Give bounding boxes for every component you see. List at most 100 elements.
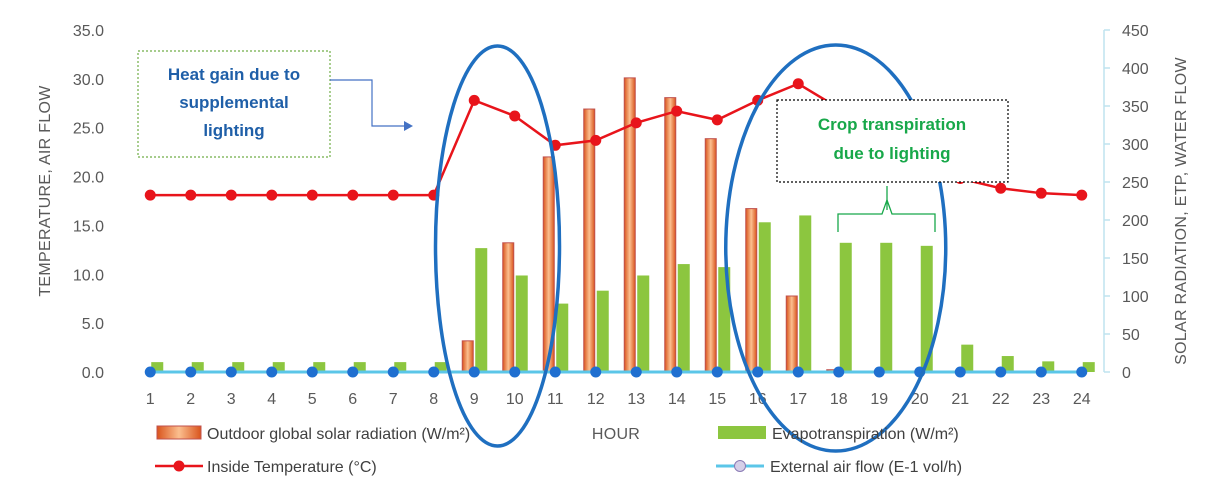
inside-temperature-point	[590, 134, 602, 146]
x-tick-label: 9	[470, 391, 479, 408]
external-air-flow-point	[1076, 366, 1088, 378]
x-tick-label: 21	[951, 391, 969, 408]
evapotranspiration-bar	[637, 275, 650, 372]
evapotranspiration-bar	[880, 242, 893, 372]
evapotranspiration-bar	[353, 362, 366, 372]
x-tick-label: 1	[146, 391, 155, 408]
y-right-tick-label: 200	[1122, 213, 1149, 230]
y-right-tick-label: 250	[1122, 175, 1149, 192]
evapotranspiration-bar	[556, 303, 569, 372]
x-tick-label: 22	[992, 391, 1010, 408]
solar-radiation-bar	[704, 138, 717, 373]
x-tick-label: 8	[429, 391, 438, 408]
external-air-flow-point	[671, 366, 683, 378]
y-left-tick-label: 10.0	[73, 267, 104, 284]
y-right-tick-label: 50	[1122, 327, 1140, 344]
x-tick-label: 16	[749, 391, 767, 408]
y-right-tick-label: 300	[1122, 137, 1149, 154]
evapotranspiration-bar	[272, 362, 285, 372]
inside-temperature-point	[387, 189, 399, 201]
evapotranspiration-bar	[1001, 356, 1014, 372]
solar-radiation-bar	[785, 295, 798, 373]
x-tick-label: 4	[267, 391, 276, 408]
external-air-flow-point	[833, 366, 845, 378]
y-right-tick-label: 150	[1122, 251, 1149, 268]
external-air-flow-point	[185, 366, 197, 378]
evapotranspiration-bar	[961, 344, 974, 372]
evapotranspiration-bar	[151, 362, 164, 372]
x-tick-label: 3	[227, 391, 236, 408]
evapotranspiration-bar	[232, 362, 245, 372]
heat-gain-callout-text: supplemental	[179, 93, 289, 112]
heat-gain-callout-box	[137, 50, 331, 158]
x-tick-label: 14	[668, 391, 686, 408]
inside-temperature-point	[1076, 189, 1088, 201]
x-tick-label: 2	[186, 391, 195, 408]
external-air-flow-point	[347, 366, 359, 378]
x-tick-label: 15	[708, 391, 726, 408]
external-air-flow-point	[468, 366, 480, 378]
evapotranspiration-bar	[313, 362, 326, 372]
inside-temperature-point	[144, 189, 156, 201]
inside-temperature-point	[306, 189, 318, 201]
inside-temperature-point	[792, 78, 804, 90]
solar-radiation-bar	[583, 108, 596, 373]
x-tick-label: 17	[789, 391, 807, 408]
evapotranspiration-bar	[596, 290, 609, 372]
legend-etp-swatch	[718, 426, 766, 439]
x-tick-label: 6	[348, 391, 357, 408]
evapotranspiration-bar	[394, 362, 407, 372]
y-left-axis-title: TEMPERATURE, AIR FLOW	[37, 85, 54, 297]
x-tick-label: 12	[587, 391, 605, 408]
y-right-tick-label: 350	[1122, 99, 1149, 116]
solar-radiation-bar	[745, 208, 758, 373]
external-air-flow-point	[995, 366, 1007, 378]
inside-temperature-point	[509, 110, 521, 122]
inside-temperature-point	[1035, 187, 1047, 199]
evapotranspiration-bar	[677, 264, 690, 372]
y-left-tick-label: 0.0	[82, 365, 104, 382]
inside-temperature-point	[185, 189, 197, 201]
evapotranspiration-bar	[758, 222, 771, 372]
y-right-tick-label: 100	[1122, 289, 1149, 306]
x-tick-label: 24	[1073, 391, 1091, 408]
inside-temperature-point	[347, 189, 359, 201]
x-tick-label: 19	[870, 391, 888, 408]
external-air-flow-point	[266, 366, 278, 378]
inside-temperature-point	[225, 189, 237, 201]
x-tick-label: 20	[911, 391, 929, 408]
crop-transpiration-callout-text: Crop transpiration	[818, 115, 966, 134]
y-right-tick-label: 400	[1122, 61, 1149, 78]
y-right-tick-label: 0	[1122, 365, 1131, 382]
inside-temperature-point	[630, 117, 642, 129]
y-right-axis-title: SOLAR RADIATION, ETP, WATER FLOW	[1173, 57, 1190, 365]
x-axis-title: HOUR	[592, 426, 640, 443]
solar-radiation-bar	[502, 242, 515, 373]
legend-air-label: External air flow (E-1 vol/h)	[770, 459, 962, 476]
solar-radiation-bar	[664, 97, 677, 373]
evapotranspiration-bar	[799, 215, 812, 372]
crop-transpiration-callout-box	[776, 99, 1009, 183]
external-air-flow-point	[509, 366, 521, 378]
x-tick-label: 7	[389, 391, 398, 408]
external-air-flow-point	[590, 366, 602, 378]
y-left-tick-label: 25.0	[73, 121, 104, 138]
external-air-flow-point	[306, 366, 318, 378]
external-air-flow-point	[954, 366, 966, 378]
inside-temperature-point	[671, 105, 683, 117]
evapotranspiration-bar	[475, 248, 488, 372]
inside-temperature-point	[468, 94, 480, 106]
evapotranspiration-bar	[434, 362, 447, 372]
external-air-flow-point	[752, 366, 764, 378]
crop-transpiration-ellipse	[724, 43, 948, 453]
external-air-flow-point	[792, 366, 804, 378]
y-left-tick-label: 30.0	[73, 72, 104, 89]
y-right-tick-label: 450	[1122, 23, 1149, 40]
heat-gain-arrowhead	[404, 121, 413, 131]
heat-gain-callout-text: Heat gain due to	[168, 65, 300, 84]
evapotranspiration-bar	[191, 362, 204, 372]
legend-solar-label: Outdoor global solar radiation (W/m²)	[207, 426, 470, 443]
y-left-tick-label: 5.0	[82, 316, 104, 333]
